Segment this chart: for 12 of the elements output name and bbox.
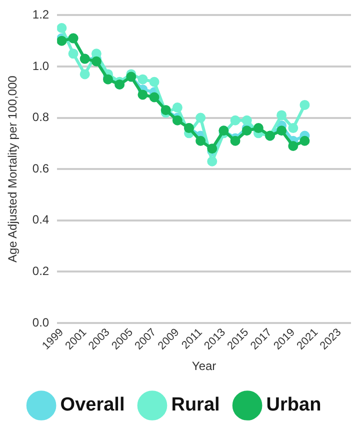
y-axis-title: Age Adjusted Mortality per 100,000 [6, 75, 20, 262]
y-tick-label: 0.8 [32, 110, 50, 124]
y-tick-label: 0.2 [32, 264, 50, 278]
y-tick-label: 1.0 [32, 58, 50, 73]
x-axis-title: Year [192, 359, 216, 374]
legend-label: Rural [171, 394, 220, 416]
legend-label: Urban [266, 394, 322, 416]
y-tick-label: 0.6 [32, 161, 50, 176]
y-tick-label: 0.4 [32, 212, 50, 227]
legend-label: Overall [60, 394, 125, 416]
y-tick-label: 0.0 [32, 315, 50, 330]
y-tick-label: 1.2 [32, 8, 50, 22]
